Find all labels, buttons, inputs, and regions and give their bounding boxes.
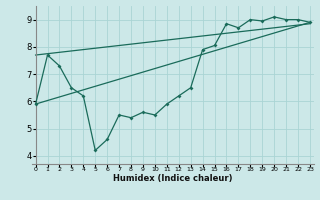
X-axis label: Humidex (Indice chaleur): Humidex (Indice chaleur) (113, 174, 233, 183)
